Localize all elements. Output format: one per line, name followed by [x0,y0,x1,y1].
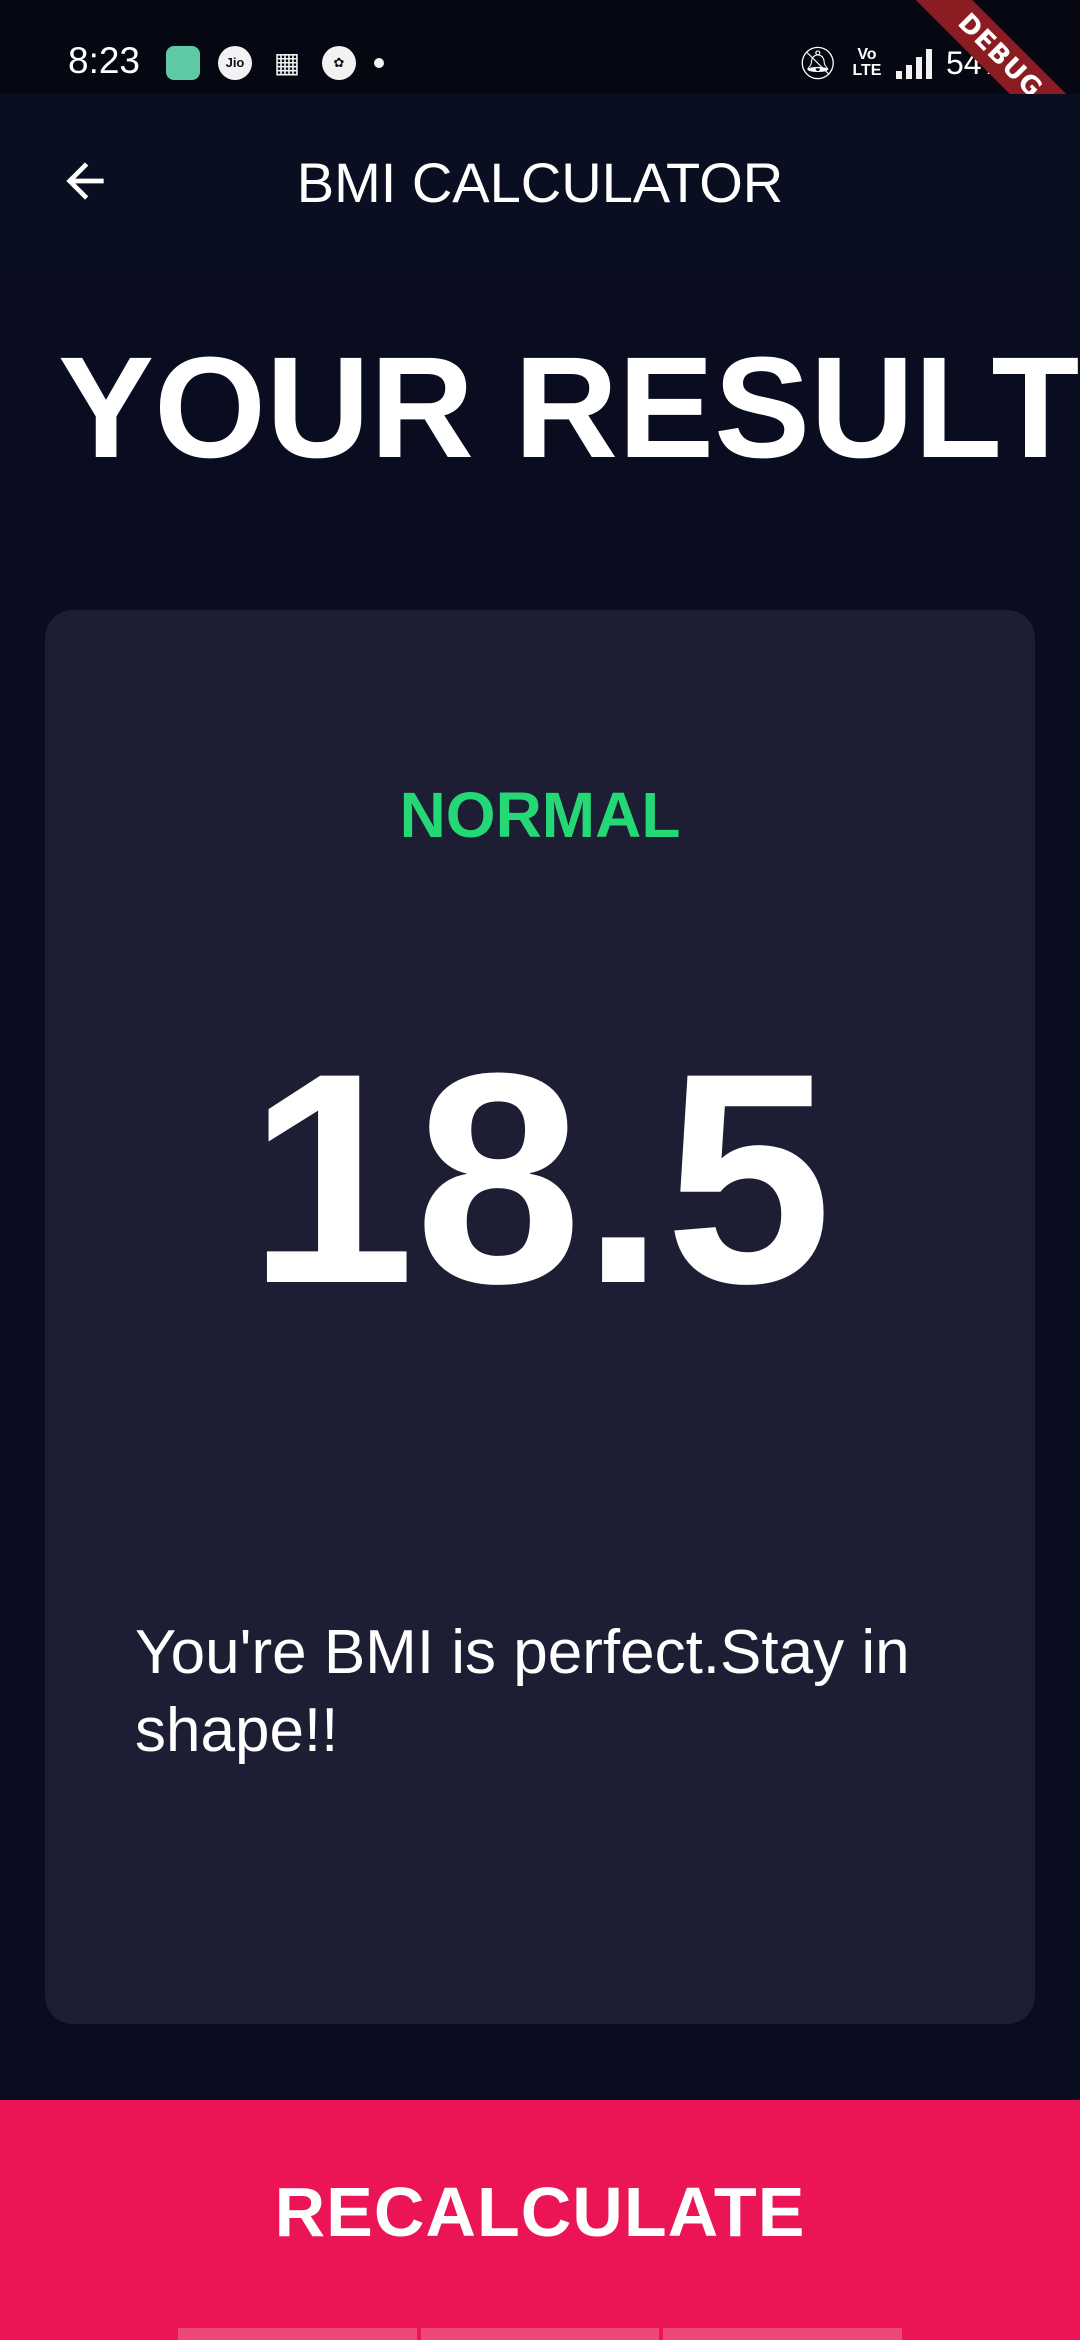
app-title: BMI CALCULATOR [296,151,784,214]
bmi-status-label: NORMAL [399,779,681,851]
arrow-back-icon [66,162,104,200]
status-time: 8:23 [68,40,141,81]
signal-icon [895,47,932,79]
app-bar: BMI CALCULATOR [0,94,1080,270]
recalculate-button[interactable]: RECALCULATE [0,2100,1080,2340]
app-icon [166,46,200,80]
palette-icon: ✿ [322,46,356,80]
result-card: NORMAL 18.5 You're BMI is perfect.Stay i… [45,610,1035,2024]
status-bar: 8:23 Jio ▦ ✿ 🔕︎ Vo LTE 54% [0,0,1080,94]
nav-segment [178,2328,417,2340]
mute-icon: 🔕︎ [797,45,838,81]
nav-segment [663,2328,903,2340]
page-title: YOUR RESULT [58,327,1080,488]
status-notification-icons: Jio ▦ ✿ [166,46,384,80]
back-button[interactable] [50,146,120,216]
notification-dot-icon [374,58,384,68]
nav-segment [420,2328,660,2340]
navigation-bar [178,2328,903,2340]
jio-icon: Jio [218,46,252,80]
volte-icon: Vo LTE [852,46,882,79]
recalculate-label: RECALCULATE [274,2173,806,2251]
bmi-interpretation: You're BMI is perfect.Stay in shape!! [135,1618,910,1765]
calendar-icon: ▦ [273,47,301,78]
bmi-value: 18.5 [248,1010,832,1346]
